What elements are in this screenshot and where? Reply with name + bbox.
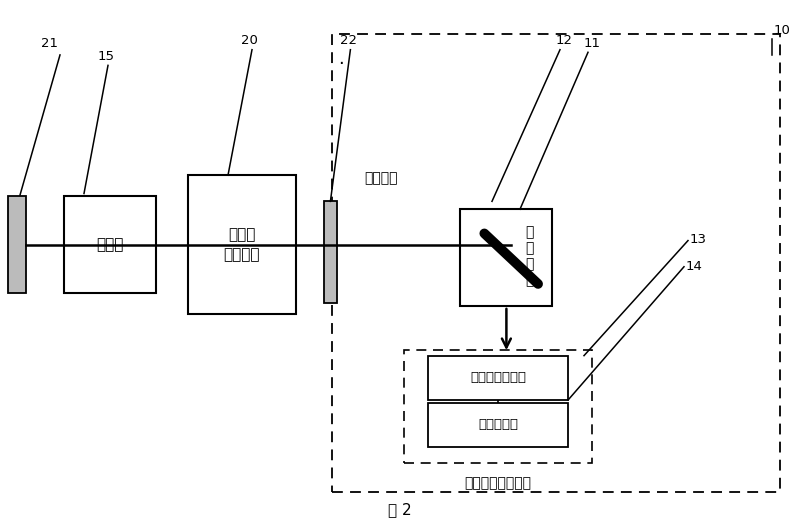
Text: 14: 14 xyxy=(686,260,702,273)
Text: 电子能量分析器: 电子能量分析器 xyxy=(470,371,526,384)
Text: ·: · xyxy=(338,55,344,73)
Text: 10: 10 xyxy=(774,24,790,37)
Text: 入射激光: 入射激光 xyxy=(364,171,398,185)
Text: 逸
出
电
子: 逸 出 电 子 xyxy=(526,225,534,288)
Text: 12: 12 xyxy=(556,34,573,47)
Text: 非线性
光学晶体: 非线性 光学晶体 xyxy=(224,227,260,262)
Bar xyxy=(404,350,592,463)
Text: 激光器: 激光器 xyxy=(96,237,124,252)
Bar xyxy=(428,356,568,400)
Bar xyxy=(460,209,552,306)
Text: 21: 21 xyxy=(41,37,58,50)
Text: 22: 22 xyxy=(340,34,358,47)
Text: 自旋探测器: 自旋探测器 xyxy=(478,418,518,431)
Bar xyxy=(428,403,568,447)
Bar xyxy=(64,196,156,293)
Text: 图 2: 图 2 xyxy=(388,502,412,517)
Bar xyxy=(8,196,26,293)
Bar xyxy=(188,175,296,314)
Text: 15: 15 xyxy=(97,50,114,63)
Text: 20: 20 xyxy=(241,34,258,47)
Text: 自旋分辨探测部分: 自旋分辨探测部分 xyxy=(465,476,531,490)
Text: 13: 13 xyxy=(690,233,706,246)
Text: 11: 11 xyxy=(584,37,601,50)
Bar xyxy=(324,201,337,303)
Bar xyxy=(332,34,780,492)
